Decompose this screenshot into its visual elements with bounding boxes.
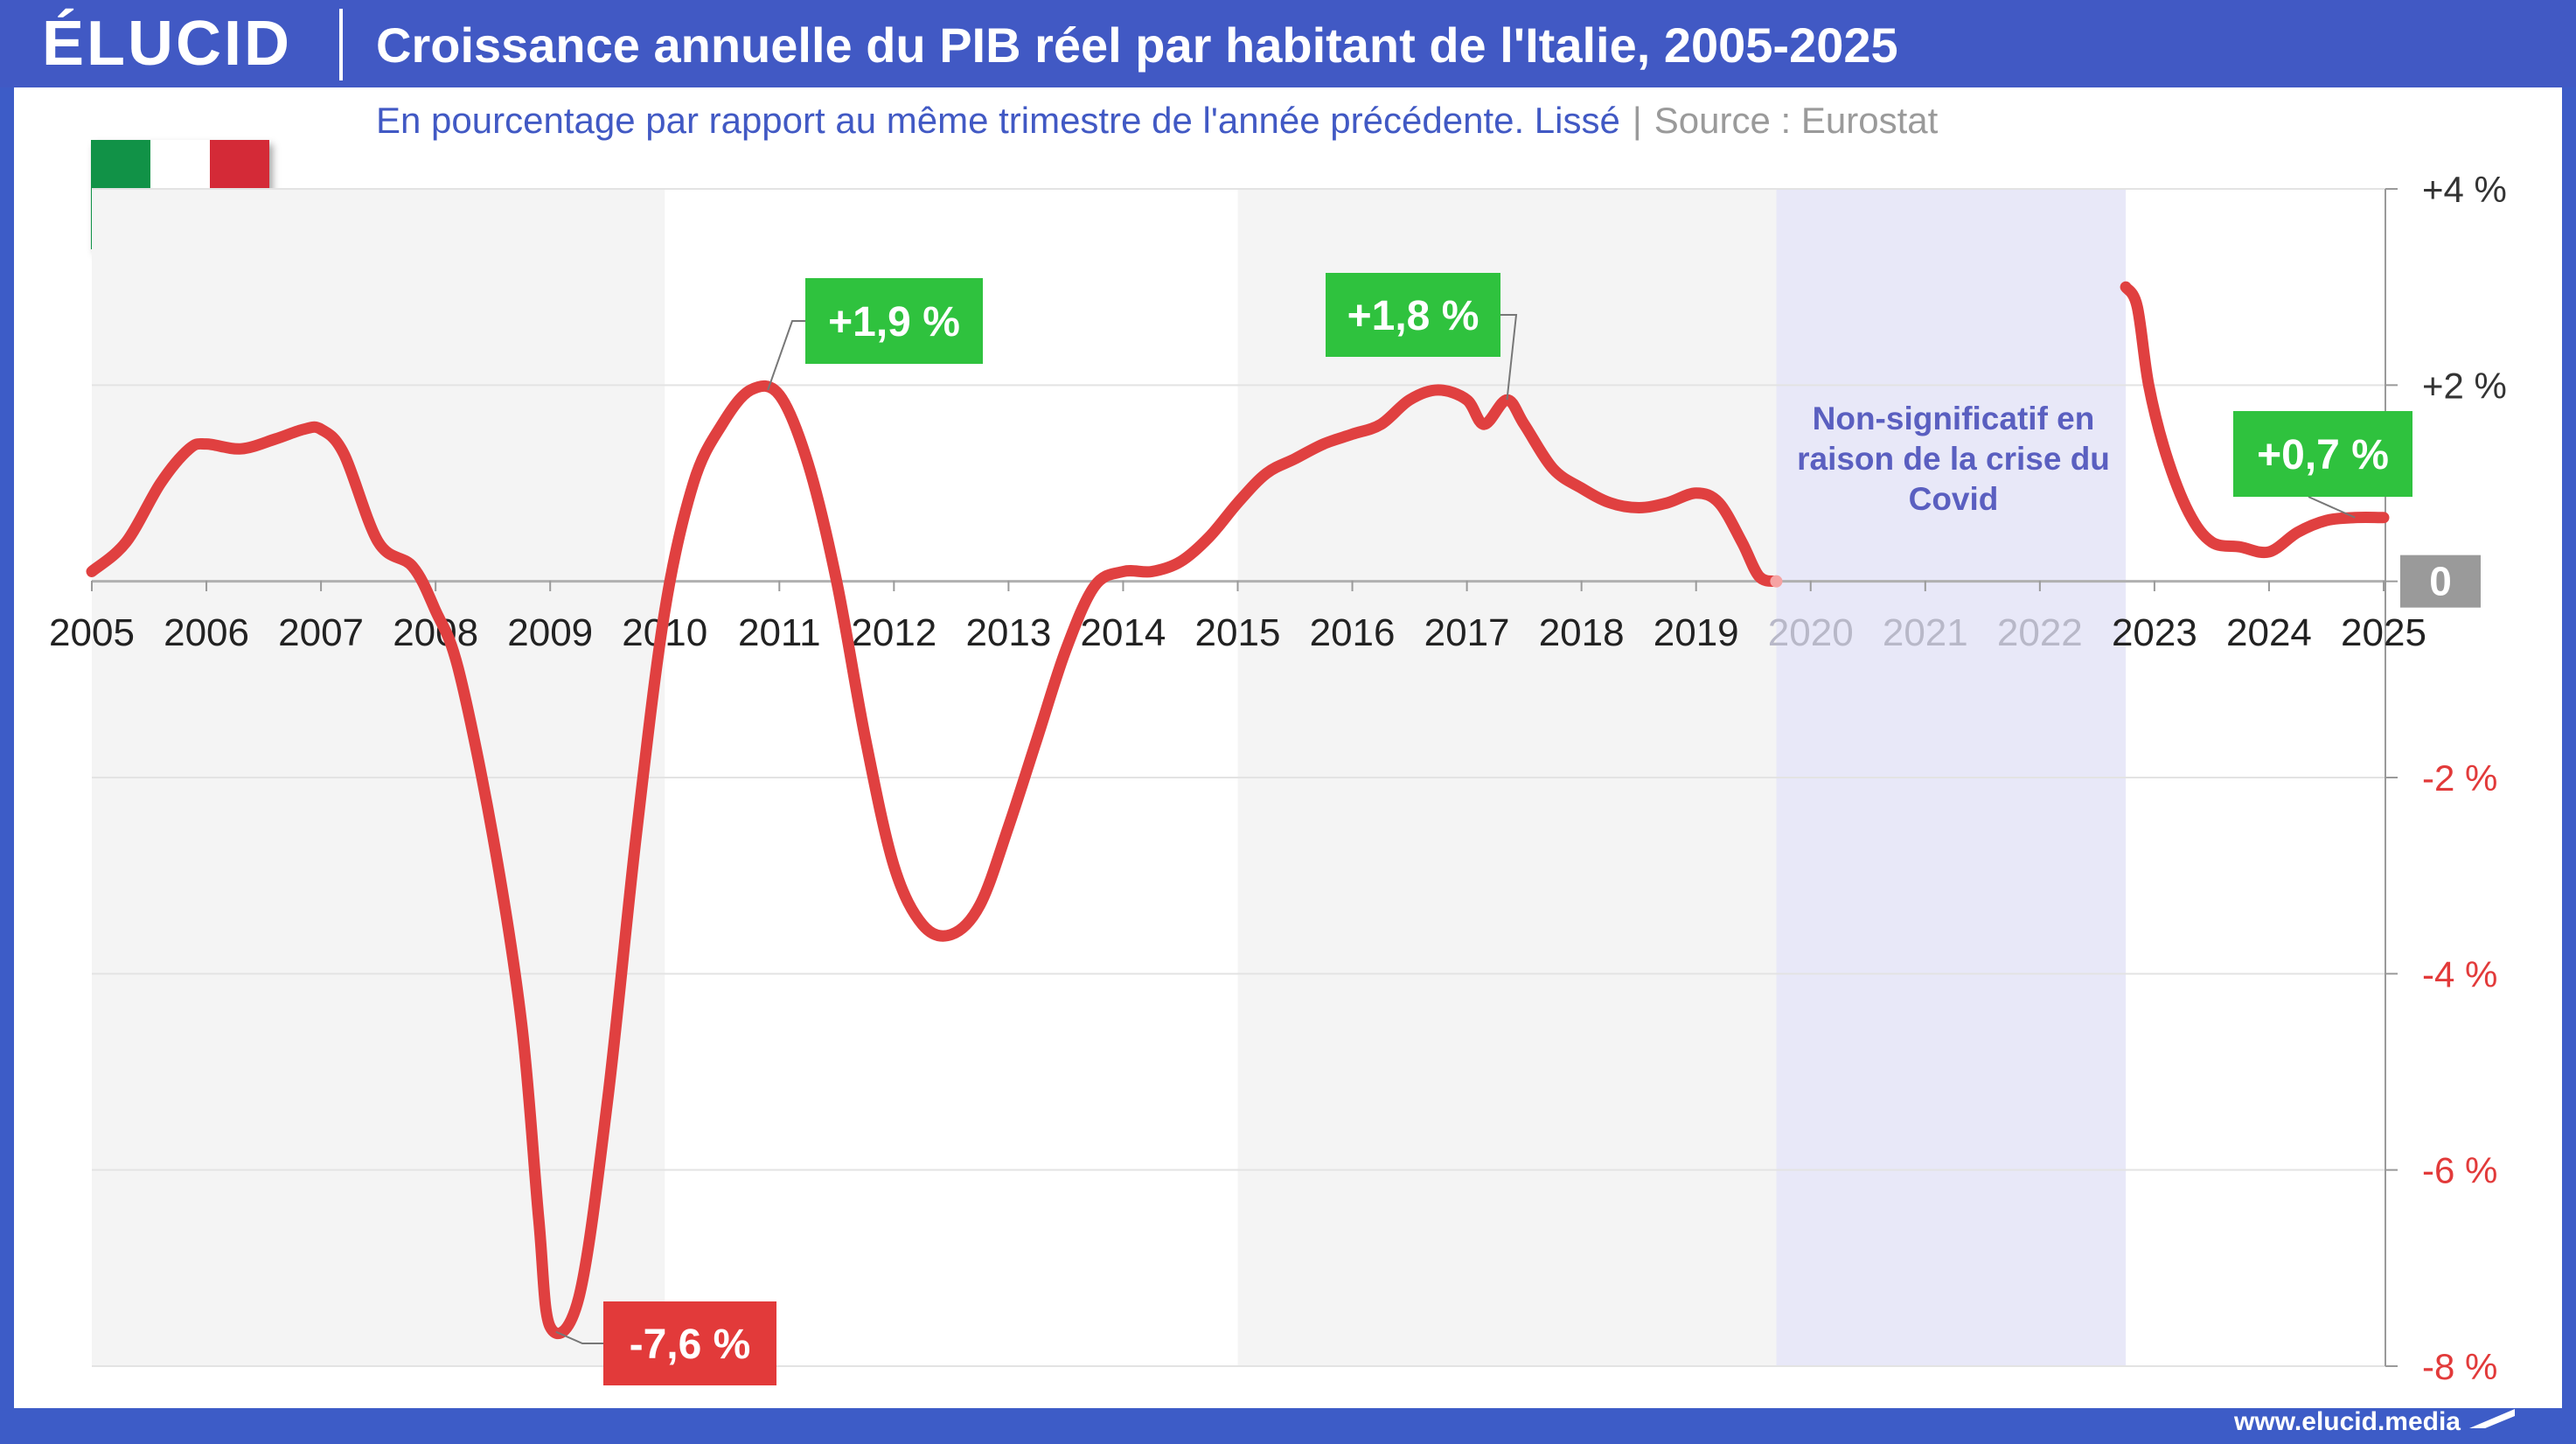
zero-badge [2400, 555, 2481, 608]
header-bar [0, 0, 2576, 87]
y-tick-label: -8 % [2422, 1346, 2497, 1387]
x-tick-label: 2019 [1654, 611, 1739, 654]
x-tick-label: 2009 [507, 611, 593, 654]
y-tick-label: +4 % [2422, 169, 2507, 210]
x-tick-label: 2025 [2341, 611, 2426, 654]
series-end-point [1770, 575, 1783, 588]
elucid-mark-icon [2469, 1409, 2515, 1428]
annotation-label: +0,7 % [2257, 432, 2389, 478]
subtitle-text: En pourcentage par rapport au même trime… [376, 100, 1620, 141]
covid-note: Non-significatif en raison de la crise d… [1797, 401, 2110, 517]
annotation-box-3 [2233, 411, 2412, 497]
chart-subtitle: En pourcentage par rapport au même trime… [376, 94, 1938, 147]
x-tick-label: 2018 [1539, 611, 1625, 654]
y-tick-label: -6 % [2422, 1150, 2497, 1191]
annotation-leader-1 [1500, 314, 1518, 401]
annotation-label: +1,9 % [828, 299, 960, 345]
annotation-box-2 [603, 1301, 776, 1385]
x-tick-label: 2016 [1310, 611, 1396, 654]
x-tick-label: 2005 [49, 611, 135, 654]
series-line-segment-1 [2120, 281, 2390, 559]
annotation-box-1 [1326, 273, 1500, 357]
source-text: Source : Eurostat [1654, 100, 1939, 141]
subtitle-separator: | [1632, 100, 1642, 141]
x-tick-label: 2007 [278, 611, 364, 654]
x-tick-label: 2020 [1768, 611, 1854, 654]
x-tick-label: 2014 [1081, 611, 1166, 654]
y-tick-label-zero: 0 [2429, 559, 2452, 604]
x-tick-label: 2013 [965, 611, 1051, 654]
x-tick-label: 2021 [1883, 611, 1968, 654]
y-tick-label: -2 % [2422, 757, 2497, 799]
chart-title: Croissance annuelle du PIB réel par habi… [376, 17, 1898, 73]
x-tick-label: 2011 [738, 611, 821, 654]
annotation-label: -7,6 % [630, 1322, 751, 1368]
x-tick-label: 2022 [1997, 611, 2083, 654]
x-tick-label: 2006 [164, 611, 249, 654]
x-tick-label: 2024 [2226, 611, 2312, 654]
x-tick-label: 2012 [851, 611, 936, 654]
x-tick-label: 2017 [1424, 611, 1510, 654]
x-tick-label: 2023 [2112, 611, 2197, 654]
annotation-leader-3 [2308, 496, 2356, 519]
y-tick-label: +2 % [2422, 365, 2507, 406]
footer-url[interactable]: www.elucid.media [2234, 1407, 2461, 1436]
annotation-box-0 [805, 278, 983, 364]
x-tick-label: 2015 [1195, 611, 1281, 654]
brand-logo: ÉLUCID [42, 9, 292, 79]
annotation-label: +1,8 % [1347, 293, 1479, 339]
series-line-segment-0 [86, 380, 1782, 1339]
y-tick-label: -4 % [2422, 953, 2497, 994]
header-divider [339, 9, 343, 80]
annotation-leader-2 [555, 1330, 603, 1344]
annotation-leader-0 [767, 320, 805, 391]
